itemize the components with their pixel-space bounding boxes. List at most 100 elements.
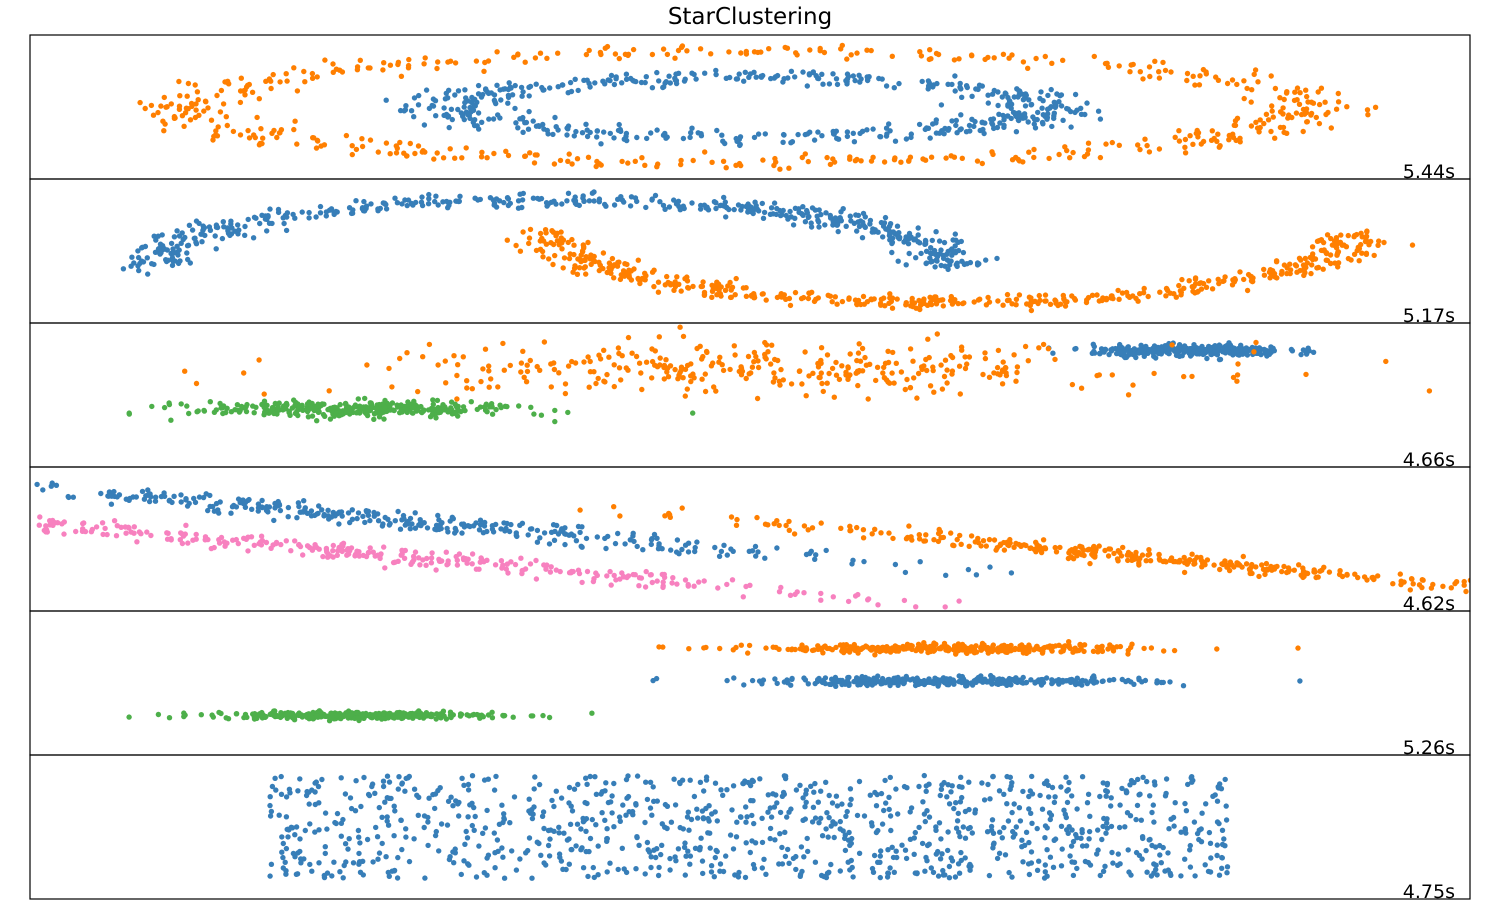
point <box>732 352 738 358</box>
point <box>1035 546 1041 553</box>
point <box>792 289 799 296</box>
point <box>1281 563 1287 570</box>
point <box>799 381 805 387</box>
point <box>769 342 775 348</box>
point <box>995 347 1002 354</box>
point <box>1461 582 1467 588</box>
point <box>818 370 824 376</box>
point <box>1230 277 1236 283</box>
point <box>864 299 871 305</box>
point <box>401 108 407 114</box>
point <box>295 500 302 506</box>
point <box>316 503 322 509</box>
point <box>788 381 795 387</box>
point <box>1009 157 1016 163</box>
point <box>207 227 214 233</box>
point <box>1060 677 1066 684</box>
point <box>854 524 860 531</box>
point <box>624 261 630 268</box>
point <box>612 51 619 57</box>
point <box>1237 269 1243 275</box>
point <box>960 249 967 256</box>
point <box>848 52 854 58</box>
point <box>760 157 766 163</box>
point <box>934 331 940 337</box>
point <box>974 158 981 164</box>
point <box>129 254 135 260</box>
point <box>264 228 270 234</box>
point <box>856 223 863 230</box>
point <box>544 55 550 61</box>
point <box>1359 250 1365 256</box>
point <box>938 262 944 269</box>
point <box>971 299 977 305</box>
point <box>1407 587 1414 593</box>
point <box>730 548 736 554</box>
point <box>473 58 480 64</box>
point <box>851 139 858 145</box>
point <box>1144 142 1150 149</box>
point <box>606 260 613 266</box>
point <box>174 228 180 234</box>
point <box>530 713 536 719</box>
point <box>818 678 825 684</box>
point <box>843 223 849 229</box>
point <box>1140 76 1146 82</box>
point <box>838 525 844 531</box>
point <box>285 514 291 520</box>
point <box>179 531 185 537</box>
point <box>220 219 226 225</box>
point <box>1181 554 1187 561</box>
point <box>1333 106 1340 112</box>
point <box>1474 583 1479 588</box>
point <box>313 145 320 151</box>
point <box>574 271 581 277</box>
point <box>309 413 316 419</box>
point <box>611 202 618 208</box>
point <box>409 201 415 207</box>
point <box>1323 250 1330 256</box>
point <box>475 110 482 116</box>
point <box>731 206 737 213</box>
point <box>604 269 610 276</box>
point <box>847 523 853 529</box>
point <box>469 94 475 101</box>
cluster-lower-stretched <box>15 514 962 610</box>
point <box>604 43 611 50</box>
point <box>568 88 575 95</box>
point <box>951 679 957 685</box>
point <box>819 380 825 387</box>
point <box>1162 343 1168 349</box>
point <box>425 407 432 413</box>
point <box>679 546 685 553</box>
point <box>723 165 729 171</box>
point <box>878 645 884 652</box>
point <box>583 51 590 58</box>
point <box>728 514 735 520</box>
point <box>1176 282 1182 289</box>
point <box>981 645 987 651</box>
point <box>1012 678 1019 684</box>
point <box>733 275 739 282</box>
point <box>1172 558 1179 565</box>
point <box>1070 649 1076 655</box>
point <box>940 303 946 309</box>
panel-noisy-moons: 5.17s <box>29 178 1471 327</box>
point <box>823 547 829 554</box>
point <box>171 250 177 256</box>
point <box>737 141 743 148</box>
point <box>294 515 300 521</box>
point <box>1140 290 1147 296</box>
point <box>1076 647 1082 654</box>
point <box>419 149 425 155</box>
point <box>1222 274 1228 280</box>
point <box>15 522 20 527</box>
point <box>308 508 315 514</box>
point <box>998 644 1004 650</box>
point <box>1224 564 1230 570</box>
point <box>434 65 440 72</box>
point <box>1119 290 1126 296</box>
point <box>1087 560 1093 567</box>
point <box>1151 370 1157 377</box>
point <box>841 680 847 686</box>
